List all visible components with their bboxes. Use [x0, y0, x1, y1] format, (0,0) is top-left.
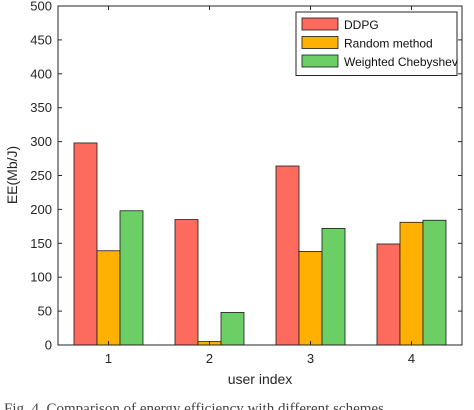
bars-layer: [73, 142, 447, 346]
legend-swatch: [301, 17, 339, 31]
bar-ddpg-user-4: [376, 243, 401, 346]
y-tick-label: 200: [30, 202, 52, 217]
bar-weighted-chebyshev-user-2: [220, 312, 245, 346]
x-tick-label: 1: [105, 351, 112, 366]
bar-random-method-user-3: [298, 251, 323, 346]
bar-weighted-chebyshev-user-3: [321, 227, 346, 346]
y-tick-label: 500: [30, 0, 52, 14]
y-tick-label: 400: [30, 66, 52, 81]
y-tick-label: 450: [30, 32, 52, 47]
bar-weighted-chebyshev-user-1: [119, 210, 144, 346]
bar-ddpg-user-3: [275, 165, 300, 346]
y-tick-label: 350: [30, 100, 52, 115]
bar-ddpg-user-1: [73, 142, 98, 346]
legend: DDPG Random method Weighted Chebyshev: [295, 11, 458, 76]
legend-label: DDPG: [344, 18, 379, 32]
bar-random-method-user-4: [399, 221, 424, 346]
x-tick-label: 2: [206, 351, 213, 366]
bar-weighted-chebyshev-user-4: [422, 219, 447, 346]
y-tick-label: 150: [30, 236, 52, 251]
bar-ddpg-user-2: [174, 219, 199, 346]
y-tick-label: 100: [30, 270, 52, 285]
y-tick-label: 50: [38, 304, 52, 319]
tick-labels-layer: 0 50 100 150 200 250 300 350 400 450 500 1 2 3 4: [30, 0, 415, 366]
figure-caption: Fig. 4. Comparison of energy efficiency …: [4, 401, 384, 410]
legend-label: Weighted Chebyshev: [344, 55, 458, 69]
legend-swatch: [301, 54, 339, 68]
ticks-layer: [58, 5, 462, 346]
x-tick-label: 4: [408, 351, 415, 366]
x-tick-label: 3: [307, 351, 314, 366]
bar-random-method-user-1: [96, 250, 121, 346]
y-tick-label: 250: [30, 168, 52, 183]
y-tick-label: 300: [30, 134, 52, 149]
bar-chart: 0 50 100 150 200 250 300 350 400 450 500 1 2 3 4 user …: [4, 0, 463, 387]
legend-swatch: [301, 36, 339, 49]
x-axis-label: user index: [228, 371, 293, 387]
legend-label: Random method: [344, 37, 433, 51]
y-tick-label: 0: [45, 338, 52, 353]
y-axis-label: EE(Mb/J): [4, 146, 20, 204]
